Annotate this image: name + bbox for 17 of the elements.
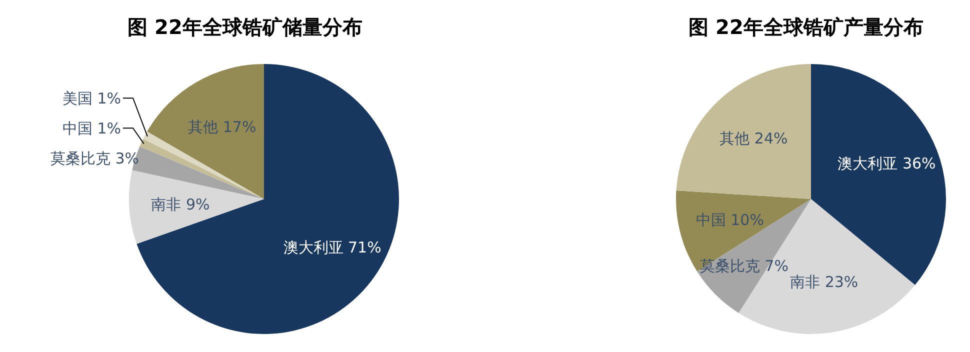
pie-slice [676, 190, 811, 272]
slice-label: 其他 17% [188, 118, 256, 136]
slice-label: 澳大利亚 71% [283, 238, 382, 257]
pie-slice [136, 64, 399, 334]
slice-label: 南非 9% [151, 195, 210, 214]
chart-title: 图 22年全球锆矿产量分布 [688, 15, 924, 39]
slice-label: 中国 10% [696, 211, 764, 230]
pie-slice [147, 64, 264, 199]
pie-slice [129, 170, 264, 244]
slice-label: 其他 24% [720, 129, 788, 148]
chart-title: 图 22年全球锆矿储量分布 [128, 15, 362, 39]
slice-label: 中国 1% [62, 119, 121, 138]
slice-label: 美国 1% [62, 89, 121, 108]
slice-label: 莫桑比克 3% [50, 149, 139, 168]
slice-label: 澳大利亚 36% [838, 154, 936, 173]
pie-slice [676, 64, 811, 199]
slice-label: 南非 23% [790, 272, 858, 291]
